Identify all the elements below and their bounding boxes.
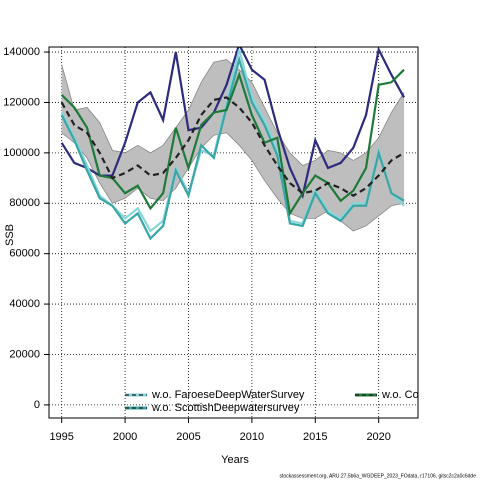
series-line	[60, 68, 405, 217]
y-tick-label: 0	[34, 399, 40, 411]
x-axis-label: Years	[221, 454, 249, 466]
plot-frame	[48, 46, 419, 419]
series-line	[60, 96, 405, 197]
footnote: stockassessment.org, ARU.27.5b6a_WGDEEP_…	[279, 473, 476, 479]
y-tick-label: 140000	[3, 46, 40, 58]
y-tick-label: 120000	[3, 96, 40, 108]
y-tick-label: 100000	[3, 147, 40, 159]
x-tick-label: 2000	[113, 431, 137, 443]
band-edge	[61, 132, 405, 232]
x-tick-label: 2015	[303, 431, 327, 443]
series-line	[60, 47, 406, 200]
series-line	[60, 49, 405, 233]
x-tick-label: 2020	[366, 431, 390, 443]
y-tick-label: 20000	[9, 348, 40, 360]
x-tick-label: 2010	[240, 431, 264, 443]
legend-label: w.o. FaroeseDeepWaterSurvey	[151, 389, 305, 401]
y-axis-label: SSB	[4, 224, 16, 246]
x-tick-label: 2005	[176, 431, 200, 443]
x-tick-label: 1995	[49, 431, 73, 443]
y-tick-label: 40000	[9, 298, 40, 310]
y-tick-label: 80000	[9, 197, 40, 209]
legend-label: w.o. Cor	[381, 389, 423, 401]
y-tick-label: 60000	[9, 248, 40, 260]
series-line	[60, 55, 405, 241]
legend-label: w.o. ScottishDeepwatersurvey	[151, 402, 300, 414]
